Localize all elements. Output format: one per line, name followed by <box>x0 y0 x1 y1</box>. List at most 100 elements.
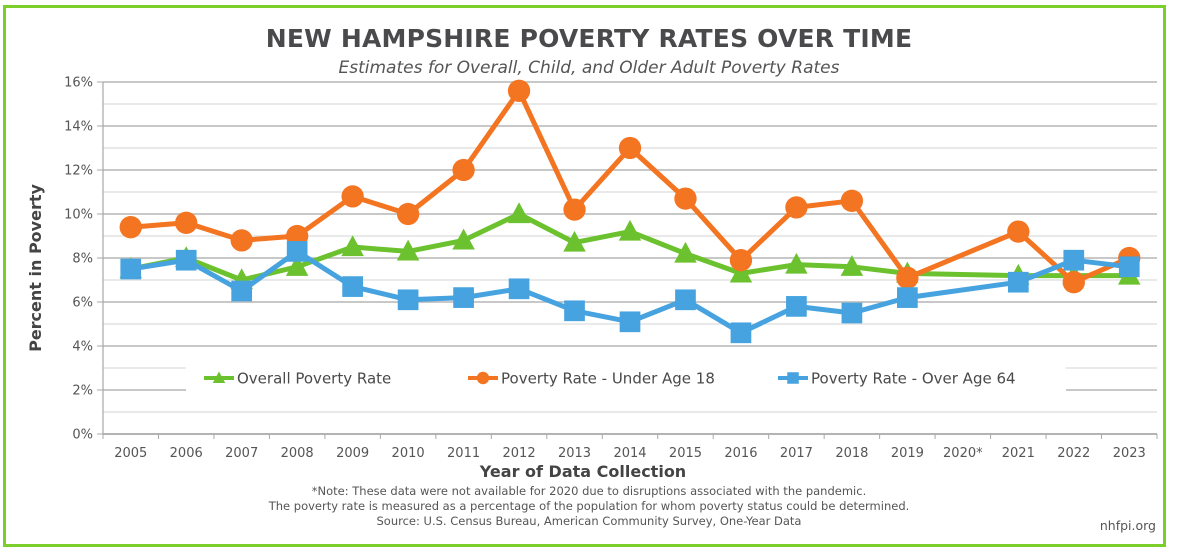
y-tick-label: 4% <box>72 340 93 355</box>
legend-label: Poverty Rate - Under Age 18 <box>501 370 715 388</box>
data-point <box>285 255 309 276</box>
data-point <box>785 196 808 219</box>
chart-frame <box>3 5 1166 547</box>
data-point <box>1007 220 1030 243</box>
data-point <box>563 230 586 252</box>
legend-item-1: Poverty Rate - Under Age 18 <box>468 370 715 388</box>
data-point <box>120 258 142 280</box>
data-point <box>674 187 697 210</box>
legend: Overall Poverty Rate Poverty Rate - Under… <box>204 370 1016 388</box>
data-point <box>453 287 474 308</box>
data-point <box>507 202 531 224</box>
data-point <box>231 280 253 302</box>
x-tick-label: 2020* <box>943 446 983 461</box>
x-tick-label: 2011 <box>447 446 480 461</box>
data-point <box>619 311 641 333</box>
note-definition: The poverty rate is measured as a percen… <box>268 499 910 513</box>
x-tick-label: 2017 <box>780 446 813 461</box>
data-point <box>508 278 530 300</box>
x-tick-label: 2007 <box>225 446 258 461</box>
x-tick-labels: 2005 2006 2007 2008 2009 2010 2011 2012 2013 2014… <box>114 446 1146 461</box>
data-point <box>729 249 753 272</box>
x-tick-label: 2013 <box>558 446 591 461</box>
x-tick-label: 2014 <box>613 446 646 461</box>
x-tick-label: 2012 <box>503 446 536 461</box>
x-tick-label: 2018 <box>835 446 868 461</box>
data-point <box>119 216 142 239</box>
y-tick-label: 8% <box>72 252 93 267</box>
series-group <box>119 79 1141 344</box>
x-tick-label: 2008 <box>281 446 314 461</box>
legend-background <box>186 367 1066 391</box>
data-point <box>840 189 864 212</box>
series-line <box>128 88 1132 285</box>
data-point <box>396 202 420 226</box>
data-point <box>1062 271 1085 294</box>
gridlines <box>103 81 1157 435</box>
data-point <box>618 219 642 241</box>
data-point <box>341 235 364 257</box>
x-tick-label: 2022 <box>1057 446 1090 461</box>
data-point <box>452 158 475 182</box>
chart-title: NEW HAMPSHIRE POVERTY RATES OVER TIME <box>265 24 913 53</box>
data-point <box>397 289 419 311</box>
chart-notes: *Note: These data were not available for… <box>0 484 1178 529</box>
x-tick-label: 2023 <box>1113 446 1146 461</box>
data-point <box>563 198 586 221</box>
x-tick-label: 2021 <box>1002 446 1035 461</box>
data-point <box>1118 256 1140 278</box>
data-point <box>507 79 531 102</box>
series-1 <box>119 79 1141 294</box>
data-point <box>841 302 863 324</box>
data-point <box>897 287 918 308</box>
data-point <box>785 252 808 274</box>
data-point <box>175 249 197 271</box>
y-tick-label: 10% <box>64 208 93 223</box>
legend-label: Overall Poverty Rate <box>237 370 391 388</box>
legend-marker <box>787 372 799 384</box>
y-tick-label: 6% <box>72 296 93 311</box>
data-point <box>840 255 864 276</box>
data-point <box>618 136 642 160</box>
data-point <box>786 296 807 317</box>
y-tick-label: 14% <box>64 120 93 135</box>
x-tick-label: 2006 <box>170 446 203 461</box>
data-point <box>729 261 753 283</box>
y-tick-label: 16% <box>64 76 93 91</box>
y-tick-labels: 0% 2% 4% 6% 8% 10% 12% 14% 16% <box>64 76 93 443</box>
legend-label: Poverty Rate - Over Age 64 <box>811 370 1016 388</box>
note-source: Source: U.S. Census Bureau, American Com… <box>376 514 802 528</box>
x-tick-label: 2010 <box>392 446 425 461</box>
y-tick-label: 0% <box>72 428 93 443</box>
data-point <box>896 266 919 289</box>
site-credit: nhfpi.org <box>1099 518 1156 533</box>
data-point <box>286 241 308 262</box>
y-tick-label: 2% <box>72 384 93 399</box>
data-point <box>452 228 475 250</box>
x-tick-label: 2005 <box>114 446 147 461</box>
legend-marker <box>476 371 490 385</box>
data-point <box>342 276 363 297</box>
data-point <box>730 322 752 344</box>
data-point <box>230 229 253 252</box>
data-point <box>396 239 420 261</box>
data-point <box>175 211 198 234</box>
legend-item-0: Overall Poverty Rate <box>204 370 391 388</box>
x-tick-label: 2016 <box>724 446 757 461</box>
series-line <box>128 211 1132 283</box>
data-point <box>1063 249 1085 271</box>
chart-subtitle: Estimates for Overall, Child, and Older … <box>338 58 840 78</box>
legend-item-2: Poverty Rate - Over Age 64 <box>778 370 1016 388</box>
y-axis-title: Percent in Poverty <box>26 184 45 352</box>
data-point <box>674 241 697 263</box>
note-2020: *Note: These data were not available for… <box>311 484 867 498</box>
data-point <box>1007 271 1029 293</box>
legend-box <box>186 367 1066 391</box>
series-2 <box>120 241 1140 344</box>
x-tick-label: 2015 <box>669 446 702 461</box>
data-point <box>564 300 585 322</box>
x-tick-label: 2009 <box>336 446 369 461</box>
x-tick-label: 2019 <box>891 446 924 461</box>
axes <box>97 81 1158 439</box>
